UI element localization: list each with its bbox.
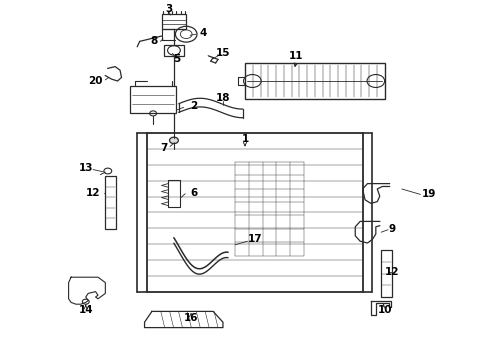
Text: 8: 8 — [151, 36, 158, 46]
Text: 12: 12 — [86, 188, 100, 198]
Bar — [168, 180, 180, 207]
Bar — [164, 45, 184, 56]
Text: 18: 18 — [216, 93, 230, 103]
Text: 16: 16 — [184, 312, 198, 323]
Bar — [381, 250, 392, 297]
Text: 6: 6 — [190, 188, 197, 198]
Text: 12: 12 — [385, 267, 399, 277]
Circle shape — [170, 137, 178, 144]
Text: 11: 11 — [289, 51, 304, 61]
Text: 3: 3 — [166, 4, 172, 14]
Text: 5: 5 — [173, 54, 180, 64]
Bar — [245, 63, 385, 99]
Text: 4: 4 — [199, 28, 207, 38]
Text: 15: 15 — [216, 48, 230, 58]
Bar — [130, 86, 176, 113]
Bar — [147, 133, 363, 292]
Text: 19: 19 — [421, 189, 436, 199]
Text: 1: 1 — [242, 134, 248, 144]
Text: 9: 9 — [389, 224, 395, 234]
Bar — [105, 176, 116, 229]
Text: 17: 17 — [247, 234, 262, 244]
Text: 13: 13 — [78, 163, 93, 174]
Bar — [162, 14, 186, 29]
Text: 2: 2 — [190, 101, 197, 111]
Text: 14: 14 — [78, 305, 93, 315]
Text: 7: 7 — [160, 143, 168, 153]
Text: 20: 20 — [88, 76, 103, 86]
Text: 10: 10 — [377, 305, 392, 315]
